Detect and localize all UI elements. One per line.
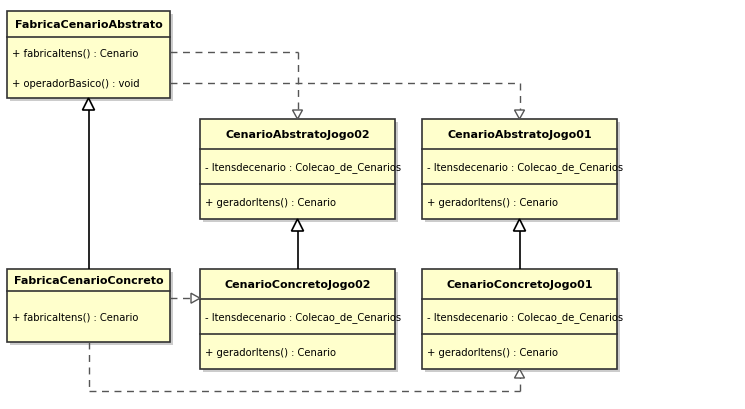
Text: - Itensdecenario : Colecao_de_Cenarios: - Itensdecenario : Colecao_de_Cenarios bbox=[205, 162, 401, 173]
Text: CenarioConcretoJogo02: CenarioConcretoJogo02 bbox=[224, 279, 371, 289]
Bar bbox=[422, 120, 617, 220]
Polygon shape bbox=[513, 220, 525, 231]
Bar bbox=[10, 15, 173, 102]
Bar bbox=[203, 272, 398, 372]
Text: - Itensdecenario : Colecao_de_Cenarios: - Itensdecenario : Colecao_de_Cenarios bbox=[427, 311, 623, 322]
Bar bbox=[425, 272, 620, 372]
Polygon shape bbox=[515, 111, 524, 120]
Bar bbox=[7, 270, 170, 342]
Bar bbox=[425, 123, 620, 222]
Polygon shape bbox=[515, 369, 524, 378]
Text: + geradorItens() : Cenario: + geradorItens() : Cenario bbox=[205, 197, 336, 207]
Bar bbox=[200, 270, 395, 369]
Text: FabricaCenarioConcreto: FabricaCenarioConcreto bbox=[13, 275, 163, 285]
Text: + fabricaItens() : Cenario: + fabricaItens() : Cenario bbox=[12, 312, 139, 321]
Bar bbox=[203, 123, 398, 222]
Text: + geradorItens() : Cenario: + geradorItens() : Cenario bbox=[427, 197, 558, 207]
Bar bbox=[10, 272, 173, 345]
Text: + geradorItens() : Cenario: + geradorItens() : Cenario bbox=[205, 347, 336, 357]
Polygon shape bbox=[83, 99, 95, 111]
Bar bbox=[200, 120, 395, 220]
Polygon shape bbox=[291, 220, 303, 231]
Text: + geradorItens() : Cenario: + geradorItens() : Cenario bbox=[427, 347, 558, 357]
Text: CenarioAbstratoJogo02: CenarioAbstratoJogo02 bbox=[225, 130, 370, 139]
Text: - Itensdecenario : Colecao_de_Cenarios: - Itensdecenario : Colecao_de_Cenarios bbox=[205, 311, 401, 322]
Text: + fabricaItens() : Cenario: + fabricaItens() : Cenario bbox=[12, 48, 139, 58]
Text: FabricaCenarioAbstrato: FabricaCenarioAbstrato bbox=[15, 20, 162, 30]
Text: CenarioConcretoJogo01: CenarioConcretoJogo01 bbox=[446, 279, 593, 289]
Text: + operadorBasico() : void: + operadorBasico() : void bbox=[12, 79, 139, 89]
Text: - Itensdecenario : Colecao_de_Cenarios: - Itensdecenario : Colecao_de_Cenarios bbox=[427, 162, 623, 173]
Polygon shape bbox=[191, 294, 200, 303]
Bar bbox=[7, 12, 170, 99]
Text: CenarioAbstratoJogo01: CenarioAbstratoJogo01 bbox=[447, 130, 592, 139]
Bar bbox=[422, 270, 617, 369]
Polygon shape bbox=[293, 111, 302, 120]
